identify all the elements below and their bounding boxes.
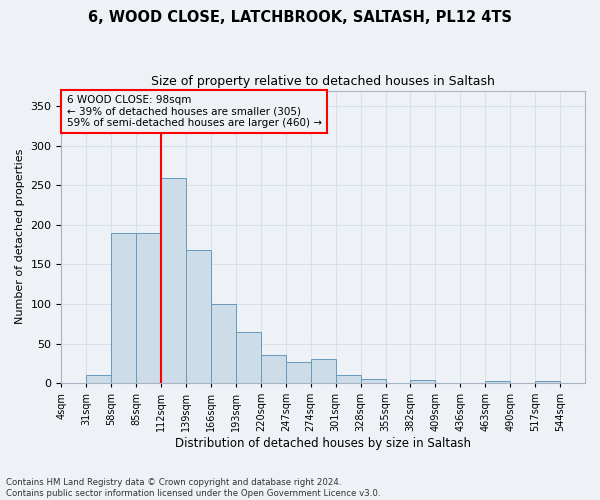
Bar	[335, 375, 361, 383]
Bar	[136, 233, 161, 383]
Text: 6, WOOD CLOSE, LATCHBROOK, SALTASH, PL12 4TS: 6, WOOD CLOSE, LATCHBROOK, SALTASH, PL12…	[88, 10, 512, 25]
Y-axis label: Number of detached properties: Number of detached properties	[15, 149, 25, 324]
Bar	[261, 356, 286, 383]
X-axis label: Distribution of detached houses by size in Saltash: Distribution of detached houses by size …	[175, 437, 471, 450]
Bar	[211, 304, 236, 383]
Bar	[410, 380, 436, 383]
Title: Size of property relative to detached houses in Saltash: Size of property relative to detached ho…	[151, 75, 495, 88]
Bar	[86, 375, 111, 383]
Bar	[286, 362, 311, 383]
Bar	[236, 332, 261, 383]
Text: Contains HM Land Registry data © Crown copyright and database right 2024.
Contai: Contains HM Land Registry data © Crown c…	[6, 478, 380, 498]
Bar	[161, 178, 186, 383]
Text: 6 WOOD CLOSE: 98sqm
← 39% of detached houses are smaller (305)
59% of semi-detac: 6 WOOD CLOSE: 98sqm ← 39% of detached ho…	[67, 95, 322, 128]
Bar	[485, 380, 510, 383]
Bar	[311, 360, 335, 383]
Bar	[186, 250, 211, 383]
Bar	[111, 233, 136, 383]
Bar	[361, 379, 386, 383]
Bar	[535, 382, 560, 383]
